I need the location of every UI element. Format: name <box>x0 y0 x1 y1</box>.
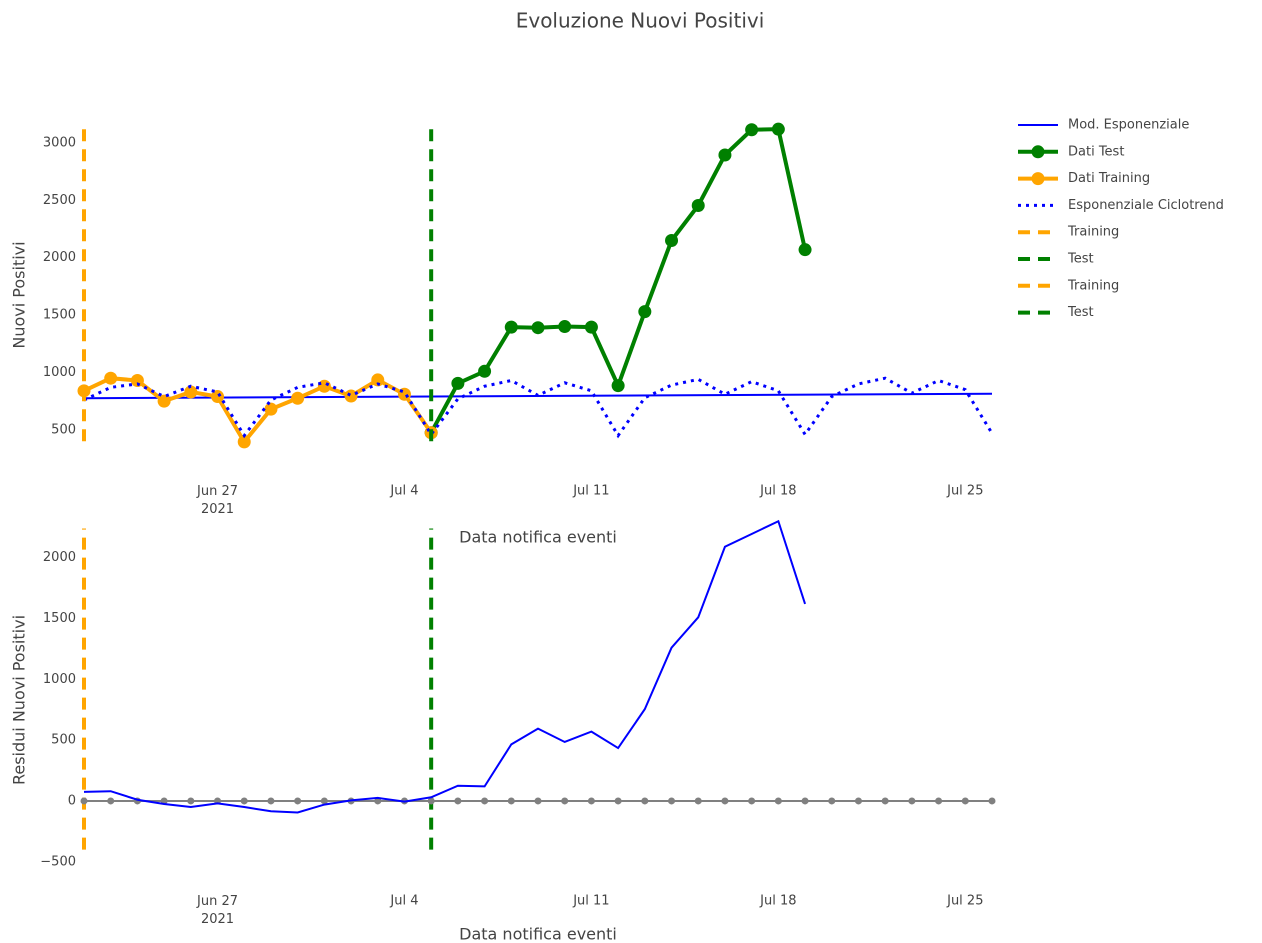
data-point <box>427 797 435 805</box>
data-point <box>558 320 572 334</box>
data-point <box>774 797 782 805</box>
data-point <box>771 122 785 136</box>
data-point <box>507 797 515 805</box>
x-tick-label: Jul 25 <box>946 484 983 499</box>
data-point <box>691 198 705 212</box>
data-point <box>694 797 702 805</box>
series-line <box>83 519 807 814</box>
data-point <box>211 390 225 404</box>
data-point <box>374 797 382 805</box>
x-tick-label: Jul 4 <box>389 484 418 499</box>
data-point <box>531 321 545 335</box>
data-point <box>237 435 251 449</box>
y-tick-label: 3000 <box>43 135 76 150</box>
x-tick-label: Jun 27 2021 <box>196 894 238 927</box>
data-point <box>561 797 569 805</box>
data-point <box>961 797 969 805</box>
legend-label: Dati Test <box>1068 144 1124 159</box>
data-point <box>397 387 411 401</box>
y-tick-label: 1000 <box>43 672 76 687</box>
x-tick-label: Jul 25 <box>946 894 983 909</box>
data-point <box>454 797 462 805</box>
chart-title: Evoluzione Nuovi Positivi <box>516 9 765 33</box>
series-line <box>83 376 433 446</box>
y-tick-label: 500 <box>51 422 76 437</box>
data-point <box>584 320 598 334</box>
data-point <box>801 797 809 805</box>
data-point <box>157 394 171 408</box>
y-tick-label: 1500 <box>43 308 76 323</box>
legend-label: Dati Training <box>1068 171 1150 186</box>
legend-marker <box>1031 145 1045 159</box>
data-point <box>641 797 649 805</box>
y-tick-label: 2000 <box>43 550 76 565</box>
data-point <box>451 376 465 390</box>
x-tick-label: Jun 27 2021 <box>196 484 238 517</box>
data-point <box>291 391 305 405</box>
data-point <box>187 797 195 805</box>
data-point <box>320 797 328 805</box>
data-point <box>614 797 622 805</box>
x-tick-label: Jul 11 <box>572 484 609 499</box>
data-point <box>745 123 759 137</box>
y-axis-title: Residui Nuovi Positivi <box>10 615 29 785</box>
data-point <box>534 797 542 805</box>
data-point <box>481 797 489 805</box>
data-point <box>935 797 943 805</box>
data-point <box>988 797 996 805</box>
data-point <box>881 797 889 805</box>
y-tick-label: 2000 <box>43 250 76 265</box>
data-point <box>718 148 732 162</box>
data-point <box>267 797 275 805</box>
data-point <box>240 797 248 805</box>
data-point <box>668 797 676 805</box>
data-point <box>317 379 331 393</box>
data-point <box>587 797 595 805</box>
data-point <box>908 797 916 805</box>
y-tick-label: −500 <box>40 854 76 869</box>
data-point <box>344 389 358 403</box>
legend-label: Training <box>1067 278 1119 293</box>
legend-marker <box>1031 172 1045 186</box>
y-axis-title: Nuovi Positivi <box>10 241 29 348</box>
data-point <box>104 371 118 385</box>
data-point <box>478 364 492 378</box>
data-point <box>611 379 625 393</box>
x-tick-label: Jul 11 <box>572 894 609 909</box>
data-point <box>294 797 302 805</box>
data-point <box>828 797 836 805</box>
y-tick-label: 500 <box>51 733 76 748</box>
x-tick-label: Jul 4 <box>389 894 418 909</box>
legend-label: Esponenziale Ciclotrend <box>1068 198 1224 213</box>
series-line <box>83 376 994 439</box>
data-point <box>798 243 812 257</box>
data-point <box>264 402 278 416</box>
x-axis-title: Data notifica eventi <box>459 925 617 943</box>
x-axis-title: Data notifica eventi <box>459 528 617 547</box>
data-point <box>371 373 385 387</box>
data-point <box>638 305 652 319</box>
data-point <box>665 233 679 247</box>
data-point <box>107 797 115 805</box>
y-tick-label: 0 <box>68 793 76 808</box>
x-tick-label: Jul 18 <box>759 484 796 499</box>
data-point <box>504 320 518 334</box>
y-tick-label: 2500 <box>43 193 76 208</box>
y-tick-label: 1500 <box>43 611 76 626</box>
legend-label: Test <box>1067 252 1094 267</box>
data-point <box>721 797 729 805</box>
data-point <box>854 797 862 805</box>
data-point <box>80 797 88 805</box>
legend-label: Mod. Esponenziale <box>1068 118 1189 133</box>
data-point <box>184 385 198 399</box>
data-point <box>130 373 144 387</box>
legend-label: Test <box>1067 305 1094 320</box>
legend-label: Training <box>1067 225 1119 240</box>
y-tick-label: 1000 <box>43 365 76 380</box>
data-point <box>748 797 756 805</box>
x-tick-label: Jul 18 <box>759 894 796 909</box>
